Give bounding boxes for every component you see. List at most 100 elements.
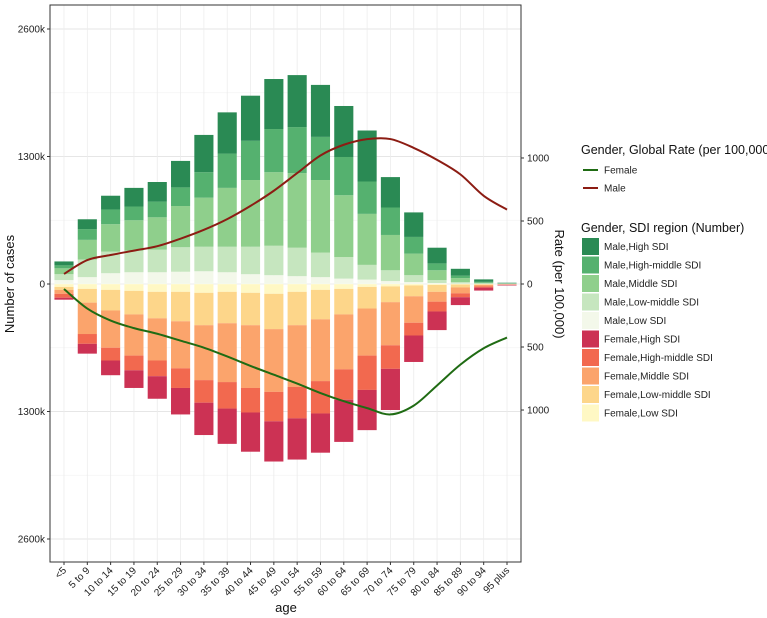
x-axis-title: age bbox=[275, 600, 297, 615]
bar-male-high-sdi-12 bbox=[334, 105, 354, 157]
bar-female-high-middle-sdi-4 bbox=[147, 360, 167, 377]
legend-swatch-male-high-sdi bbox=[582, 238, 599, 255]
bar-male-low-sdi-13 bbox=[357, 279, 377, 284]
bar-female-middle-sdi-16 bbox=[427, 291, 447, 302]
bar-male-low-sdi-0 bbox=[54, 280, 74, 284]
bar-male-high-sdi-7 bbox=[217, 112, 237, 154]
bar-female-high-middle-sdi-3 bbox=[124, 355, 144, 371]
bar-female-high-middle-sdi-15 bbox=[404, 322, 424, 336]
bar-male-middle-sdi-7 bbox=[217, 187, 237, 247]
bar-female-high-sdi-17 bbox=[450, 297, 470, 306]
bar-male-low-sdi-14 bbox=[380, 281, 400, 284]
bar-male-low-middle-sdi-17 bbox=[450, 282, 470, 284]
bar-female-middle-sdi-9 bbox=[264, 329, 284, 392]
y-tick-label: 1300k bbox=[18, 407, 46, 418]
bar-male-middle-sdi-8 bbox=[240, 180, 261, 247]
bar-female-high-middle-sdi-17 bbox=[450, 293, 470, 298]
bar-female-high-middle-sdi-12 bbox=[334, 369, 354, 400]
bar-male-high-sdi-10 bbox=[287, 75, 307, 128]
bar-male-middle-sdi-0 bbox=[54, 268, 74, 275]
bar-male-high-sdi-4 bbox=[147, 182, 167, 202]
bar-female-low-sdi-8 bbox=[240, 284, 261, 293]
bar-male-middle-sdi-17 bbox=[450, 278, 470, 283]
bar-female-middle-sdi-1 bbox=[77, 302, 97, 335]
bar-female-high-middle-sdi-10 bbox=[287, 386, 307, 419]
y-tick-label: 1300k bbox=[18, 152, 46, 163]
bar-male-middle-sdi-18 bbox=[474, 282, 494, 284]
bar-female-high-middle-sdi-5 bbox=[171, 368, 191, 388]
bar-female-high-sdi-6 bbox=[194, 402, 214, 436]
bar-male-high-middle-sdi-9 bbox=[264, 129, 284, 173]
bar-male-middle-sdi-11 bbox=[310, 180, 331, 253]
legend-swatch-female-low-sdi bbox=[582, 404, 599, 422]
bar-male-high-sdi-17 bbox=[450, 268, 470, 276]
bar-male-low-middle-sdi-14 bbox=[380, 270, 400, 282]
bar-female-low-middle-sdi-12 bbox=[334, 288, 354, 315]
bar-male-high-middle-sdi-13 bbox=[357, 181, 377, 214]
bar-male-middle-sdi-9 bbox=[264, 172, 284, 246]
bar-female-high-sdi-1 bbox=[77, 343, 97, 354]
bar-female-low-middle-sdi-4 bbox=[147, 291, 167, 319]
bar-female-high-sdi-9 bbox=[264, 421, 284, 462]
bar-female-high-middle-sdi-9 bbox=[264, 391, 284, 422]
bar-male-high-middle-sdi-2 bbox=[101, 209, 121, 225]
legend-label-male-high-sdi: Male,High SDI bbox=[604, 242, 668, 253]
legend-swatch-male-middle-sdi bbox=[582, 275, 599, 292]
bar-female-middle-sdi-8 bbox=[240, 325, 261, 388]
bar-female-high-sdi-14 bbox=[380, 368, 400, 411]
bar-female-low-middle-sdi-11 bbox=[310, 289, 331, 320]
bar-female-high-middle-sdi-8 bbox=[240, 387, 261, 413]
bar-male-high-sdi-13 bbox=[357, 130, 377, 182]
x-tick-label: <5 bbox=[53, 565, 69, 581]
bar-male-high-middle-sdi-10 bbox=[287, 127, 307, 174]
bar-female-low-sdi-9 bbox=[264, 284, 284, 294]
bar-female-low-middle-sdi-2 bbox=[101, 289, 121, 311]
bar-female-low-middle-sdi-17 bbox=[450, 284, 470, 288]
bar-female-low-middle-sdi-13 bbox=[357, 286, 377, 309]
rate-tick-label: 1000 bbox=[527, 406, 550, 417]
bar-male-middle-sdi-15 bbox=[404, 253, 424, 276]
bar-female-low-middle-sdi-9 bbox=[264, 293, 284, 330]
bar-female-middle-sdi-12 bbox=[334, 314, 354, 370]
bar-female-middle-sdi-13 bbox=[357, 308, 377, 356]
rate-tick-label: 0 bbox=[527, 280, 533, 291]
bar-male-middle-sdi-16 bbox=[427, 270, 447, 281]
bar-male-high-middle-sdi-7 bbox=[217, 153, 237, 188]
bar-female-high-middle-sdi-14 bbox=[380, 345, 400, 369]
bar-female-middle-sdi-10 bbox=[287, 325, 307, 387]
bar-male-low-sdi-16 bbox=[427, 283, 447, 284]
bar-male-low-middle-sdi-16 bbox=[427, 280, 447, 284]
bar-male-high-sdi-3 bbox=[124, 187, 144, 207]
bar-female-high-sdi-19 bbox=[497, 284, 517, 286]
legend-label-male-middle-sdi: Male,Middle SDI bbox=[604, 279, 677, 290]
bar-male-high-middle-sdi-17 bbox=[450, 275, 470, 279]
rate-tick-label: 500 bbox=[527, 343, 544, 354]
bar-male-low-middle-sdi-5 bbox=[171, 247, 191, 272]
legend-label-female-low-sdi: Female,Low SDI bbox=[604, 409, 678, 420]
bar-male-low-sdi-8 bbox=[240, 274, 261, 284]
bar-female-low-sdi-15 bbox=[404, 284, 424, 286]
bar-female-high-sdi-18 bbox=[474, 287, 494, 291]
bar-male-low-sdi-6 bbox=[194, 271, 214, 284]
bars bbox=[50, 75, 521, 462]
bar-male-middle-sdi-6 bbox=[194, 197, 214, 247]
legend-label-male-low-middle-sdi: Male,Low-middle SDI bbox=[604, 298, 699, 309]
legend-label-male-low-sdi: Male,Low SDI bbox=[604, 316, 666, 327]
bar-female-middle-sdi-5 bbox=[171, 321, 191, 369]
bar-female-low-sdi-2 bbox=[101, 284, 121, 290]
legend-label-female-high-middle-sdi: Female,High-middle SDI bbox=[604, 353, 713, 364]
bar-female-high-middle-sdi-11 bbox=[310, 381, 331, 414]
bar-female-high-sdi-3 bbox=[124, 370, 144, 388]
bar-male-high-sdi-2 bbox=[101, 195, 121, 210]
y-tick-label: 2600k bbox=[18, 535, 46, 546]
bar-male-high-middle-sdi-5 bbox=[171, 187, 191, 207]
x-tick-label: 95 plus bbox=[482, 565, 513, 596]
bar-male-low-middle-sdi-9 bbox=[264, 245, 284, 276]
bar-female-high-sdi-15 bbox=[404, 335, 424, 362]
bar-female-low-sdi-11 bbox=[310, 284, 331, 290]
legend-swatch-female-middle-sdi bbox=[582, 367, 599, 385]
bar-male-high-middle-sdi-16 bbox=[427, 263, 447, 271]
bar-female-low-sdi-4 bbox=[147, 284, 167, 292]
rate-line-male bbox=[63, 137, 508, 275]
bar-male-low-middle-sdi-1 bbox=[77, 259, 97, 278]
